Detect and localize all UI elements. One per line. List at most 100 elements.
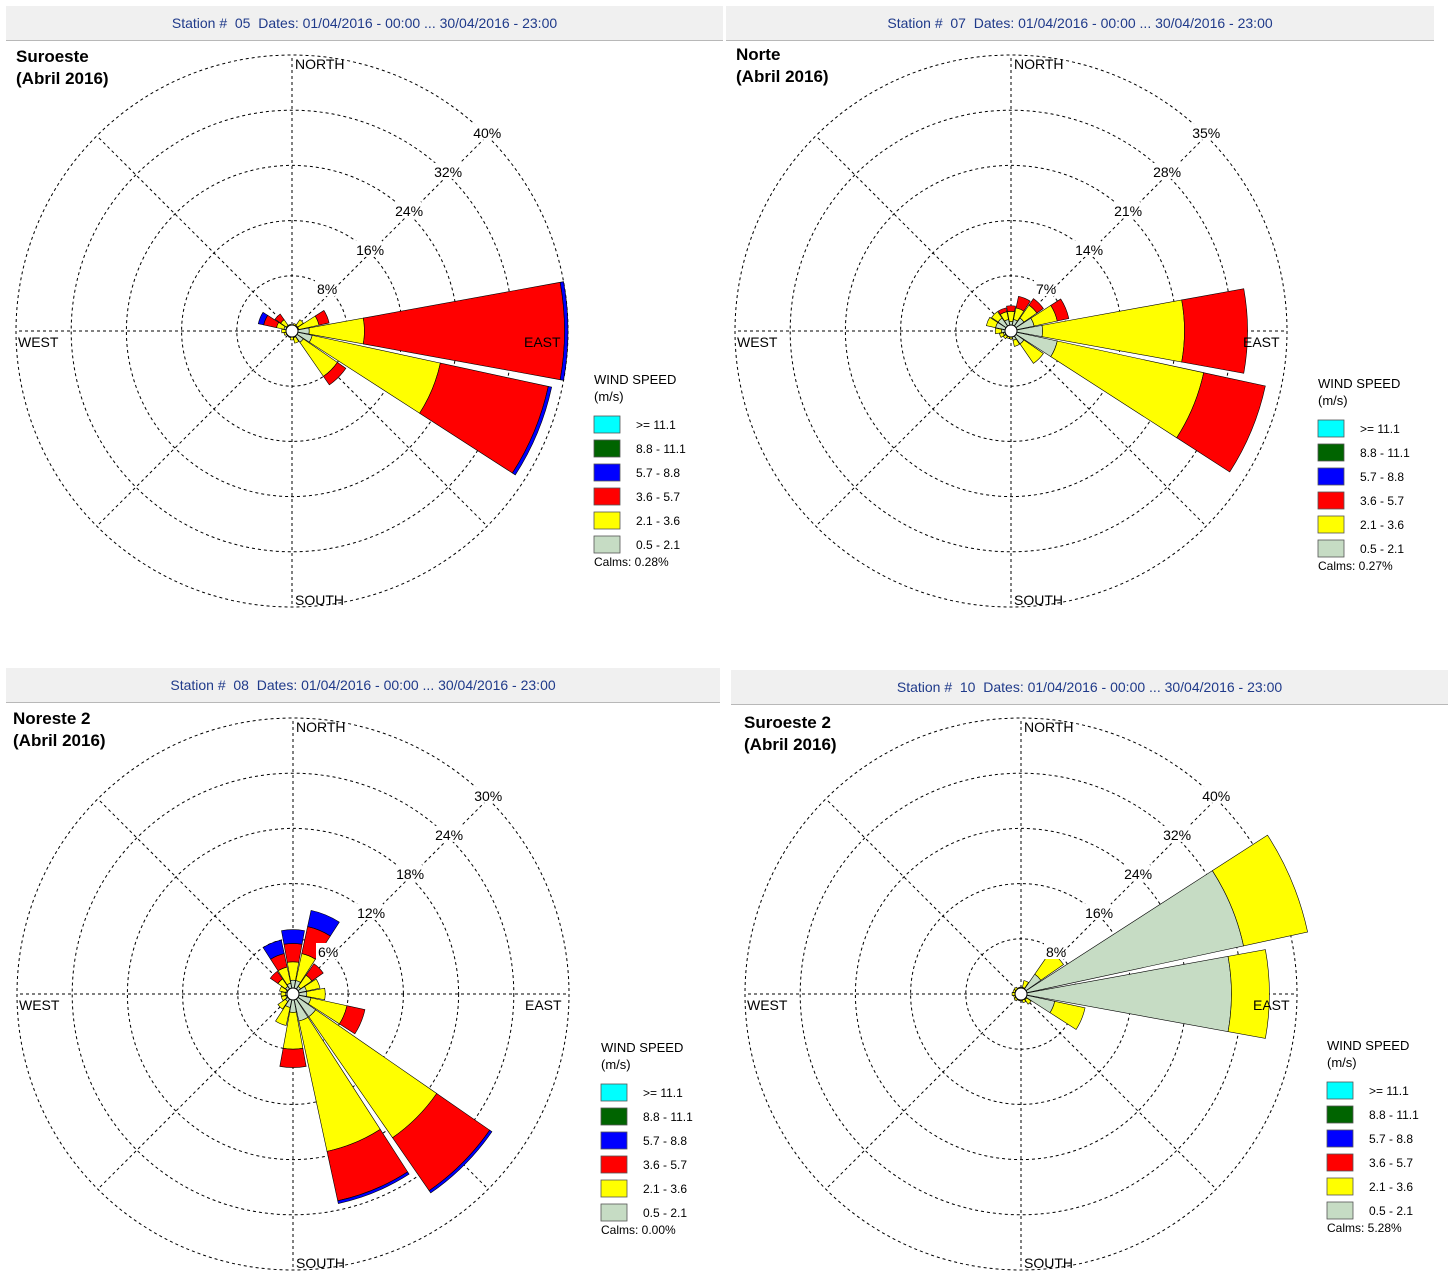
- legend-swatch: [1317, 443, 1345, 462]
- ring-label-bg: [1200, 786, 1229, 803]
- legend-swatch: [593, 439, 621, 458]
- petal-segment: [1176, 372, 1266, 473]
- ring-label-bg: [316, 943, 336, 959]
- legend-swatch: [1326, 1105, 1354, 1124]
- legend-swatch: [593, 487, 621, 506]
- chart-title-line-1: Suroeste: [16, 47, 89, 66]
- windrose-chart: Norte (Abril 2016) 7% 14% 21% 28% 35% NORTH SOUT…: [734, 45, 1410, 608]
- ring-label: 32%: [434, 164, 462, 180]
- windrose-chart: Suroeste 2 (Abril 2016) 8% 16% 24% 32% 40% NORT…: [744, 713, 1419, 1271]
- petal-segment: [257, 311, 269, 326]
- windrose-panel-station-07: Station # 07 Dates: 01/04/2016 - 00:00 .…: [726, 6, 1434, 618]
- spoke: [1010, 330, 1207, 527]
- ring-label-bg: [1083, 903, 1112, 920]
- legend-label: 0.5 - 2.1: [1360, 542, 1404, 556]
- petal-segment: [314, 310, 330, 326]
- petal-segment: [991, 311, 1003, 323]
- ring-label: 21%: [1114, 203, 1142, 219]
- direction-label-west: WEST: [18, 334, 59, 350]
- petal-segment: [280, 995, 288, 1001]
- direction-label-east: EAST: [1243, 334, 1280, 350]
- ring-label-bg: [355, 903, 384, 920]
- petals: [257, 281, 569, 476]
- spoke: [825, 993, 1022, 1190]
- calm-circle: [1004, 324, 1018, 338]
- petals: [1011, 834, 1308, 1039]
- legend-label: 5.7 - 8.8: [1360, 470, 1404, 484]
- direction-label-west: WEST: [737, 334, 778, 350]
- ring-label: 30%: [474, 788, 502, 804]
- chart-title-line-2: (Abril 2016): [13, 731, 106, 750]
- panel-header: Station # 08 Dates: 01/04/2016 - 00:00 .…: [6, 668, 720, 703]
- panel-header: Station # 07 Dates: 01/04/2016 - 00:00 .…: [726, 6, 1434, 41]
- calm-circle: [286, 987, 300, 1001]
- legend-label: 8.8 - 11.1: [643, 1110, 693, 1124]
- legend: WIND SPEED (m/s) >= 11.1 8.8 - 11.1 5.7 - 8.…: [1326, 1038, 1419, 1235]
- ring-label: 24%: [435, 827, 463, 843]
- petal-segment: [338, 1005, 366, 1035]
- petal-segment: [1050, 298, 1070, 322]
- ring-label-bg: [393, 201, 422, 218]
- ring-label: 24%: [395, 203, 423, 219]
- ring-label: 18%: [396, 866, 424, 882]
- chart-title-line-1: Norte: [736, 45, 780, 64]
- ring-label-bg: [433, 825, 462, 842]
- ring-label-bg: [472, 786, 501, 803]
- direction-label-north: NORTH: [295, 56, 345, 72]
- petal-segment: [280, 991, 287, 997]
- ring-label: 24%: [1124, 866, 1152, 882]
- ring-label-bg: [394, 864, 423, 881]
- spoke: [96, 135, 293, 332]
- legend-label: >= 11.1: [643, 1086, 683, 1100]
- legend-label: 5.7 - 8.8: [643, 1134, 687, 1148]
- petal-segment: [295, 319, 304, 328]
- legend-swatch: [600, 1155, 628, 1174]
- ring-label: 40%: [1202, 788, 1230, 804]
- legend-swatch: [1326, 1201, 1354, 1220]
- petal-segment: [279, 1047, 307, 1068]
- ring-label: 8%: [1046, 944, 1066, 960]
- legend-units: (m/s): [601, 1057, 631, 1072]
- direction-label-north: NORTH: [296, 719, 346, 735]
- petal-segment: [1022, 980, 1029, 989]
- direction-label-east: EAST: [525, 997, 562, 1013]
- petal-segment: [1006, 305, 1016, 312]
- petal-segment: [274, 313, 285, 324]
- calms-label: Calms: 5.28%: [1327, 1221, 1402, 1235]
- legend-label: 0.5 - 2.1: [636, 538, 680, 552]
- ring: [734, 54, 1288, 608]
- petal-segment: [307, 910, 340, 937]
- legend: WIND SPEED (m/s) >= 11.1 8.8 - 11.1 5.7 - 8.…: [593, 372, 686, 569]
- legend-label: 3.6 - 5.7: [1369, 1156, 1413, 1170]
- direction-label-north: NORTH: [1014, 56, 1064, 72]
- ring: [126, 827, 460, 1161]
- legend-label: >= 11.1: [636, 418, 676, 432]
- petal-segment: [305, 963, 324, 982]
- legend-label: 5.7 - 8.8: [1369, 1132, 1413, 1146]
- legend-swatch: [1326, 1129, 1354, 1148]
- petal-segment: [1181, 288, 1248, 374]
- spoke: [815, 330, 1012, 527]
- legend-label: 0.5 - 2.1: [1369, 1204, 1413, 1218]
- ring-label-bg: [315, 280, 335, 296]
- petal-segment: [1227, 949, 1270, 1039]
- ring-label: 35%: [1192, 125, 1220, 141]
- spoke: [97, 798, 294, 995]
- petal-segment: [1049, 1000, 1086, 1030]
- legend-swatch: [593, 463, 621, 482]
- calm-circle: [1014, 987, 1028, 1001]
- legend-label: 8.8 - 11.1: [1360, 446, 1410, 460]
- legend-swatch: [593, 511, 621, 530]
- legend-label: 3.6 - 5.7: [1360, 494, 1404, 508]
- legend-title: WIND SPEED: [1327, 1038, 1409, 1053]
- petal-segment: [337, 1171, 410, 1204]
- legend-swatch: [1317, 515, 1345, 534]
- ring-label-bg: [1161, 825, 1190, 842]
- chart-title-line-1: Suroeste 2: [744, 713, 831, 732]
- calms-label: Calms: 0.00%: [601, 1223, 676, 1237]
- petal-segment: [985, 316, 999, 329]
- windrose-panel-station-05: Station # 05 Dates: 01/04/2016 - 00:00 .…: [6, 6, 723, 618]
- ring-label-bg: [1034, 280, 1054, 296]
- ring-label-bg: [1112, 201, 1141, 218]
- legend-swatch: [600, 1083, 628, 1102]
